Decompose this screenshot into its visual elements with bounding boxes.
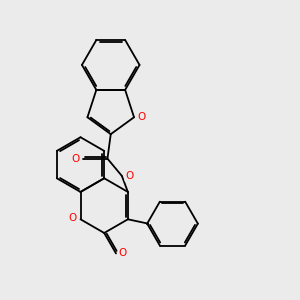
Text: O: O	[125, 171, 133, 181]
Text: O: O	[137, 112, 146, 122]
Text: O: O	[118, 248, 127, 258]
Text: O: O	[72, 154, 80, 164]
Text: O: O	[68, 213, 76, 223]
